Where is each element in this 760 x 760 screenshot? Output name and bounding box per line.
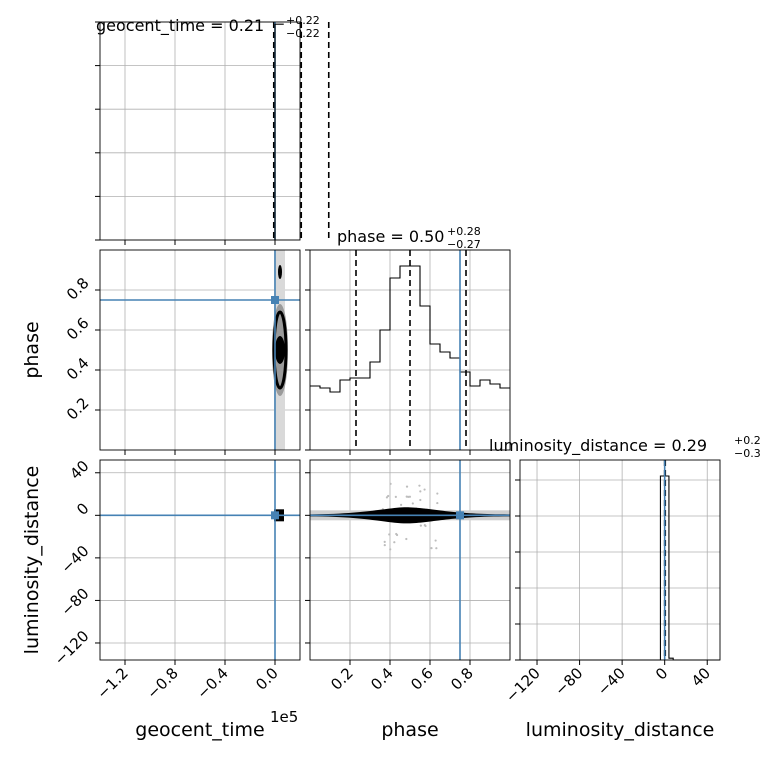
panel-geocent-time-vs-phase-truth-marker [271,296,279,304]
panel-geocent-time-vs-luminosity-distance: −1.2 −0.8 −0.4 0.0 −120 −80 −40 0 40 [51,457,301,703]
panel-luminosity-distance-hist: −120 −80 −40 0 40 [502,459,721,706]
xlabel-phase: phase [381,719,438,741]
panel-geocent-time-hist [95,21,330,245]
panel-phase-vs-luminosity-distance-sample-point-23 [407,495,410,498]
panel-phase-vs-luminosity-distance: 0.2 0.4 0.6 0.8 [305,459,511,694]
title-phase-text: phase = 0.50 [337,227,444,246]
panel-geocent-time-vs-luminosity-distance-xticklabel-3: 0.0 [252,664,282,694]
panel-phase-hist-histogram [310,265,510,393]
panel-phase-vs-luminosity-distance-sample-point-16 [389,548,392,551]
panel-phase-vs-luminosity-distance-sample-point-37 [430,547,433,550]
panel-geocent-time-vs-phase-yticklabel-3: 0.8 [63,274,93,304]
panel-phase-vs-luminosity-distance-sample-point-27 [405,485,409,488]
panel-phase-vs-luminosity-distance-sample-point-11 [435,547,438,550]
panel-geocent-time-vs-luminosity-distance-yticklabel-4: 40 [66,457,92,483]
panel-geocent-time-vs-phase-yticklabel-0: 0.2 [63,394,93,424]
title-geocent-time-plus: +0.22 [286,14,320,27]
panel-geocent-time-vs-luminosity-distance-xticklabel-1: −0.8 [143,664,181,702]
panel-geocent-time-hist-histogram [274,23,284,241]
title-luminosity-distance-plus: +0.27 [734,434,760,447]
panel-phase-vs-luminosity-distance-sample-point-30 [436,501,439,505]
panel-geocent-time-vs-luminosity-distance-xticklabel-2: −0.4 [193,664,231,702]
title-luminosity-distance-minus: −0.32 [734,447,760,460]
panel-phase-vs-luminosity-distance-sample-point-13 [436,492,439,495]
panel-phase-vs-luminosity-distance-sample-point-8 [419,490,422,493]
title-luminosity-distance-text: luminosity_distance = 0.29 [489,436,707,456]
panel-geocent-time-vs-luminosity-distance-xticklabel-0: −1.2 [93,664,131,702]
panel-luminosity-distance-hist-xticklabel-0: −120 [502,664,544,706]
panel-luminosity-distance-hist-frame [519,459,721,661]
panel-phase-vs-luminosity-distance-sample-point-6 [418,484,421,487]
panel-geocent-time-vs-phase-contour-mid [272,310,288,390]
panel-phase-vs-luminosity-distance-sample-point-10 [389,482,392,485]
panel-phase-vs-luminosity-distance-truth-marker [456,511,464,520]
panel-phase-vs-luminosity-distance-sample-point-26 [387,494,390,498]
panel-phase-vs-luminosity-distance-frame [309,459,511,661]
panel-phase-vs-luminosity-distance-sample-point-32 [405,537,408,541]
panel-phase-vs-luminosity-distance-sample-point-21 [383,544,386,547]
panel-geocent-time-vs-luminosity-distance-truth-marker [271,511,279,520]
panel-phase-vs-luminosity-distance-sample-point-18 [411,502,414,505]
panel-phase-vs-luminosity-distance-sample-point-19 [388,533,391,536]
panel-geocent-time-vs-phase-yticklabel-2: 0.6 [63,314,93,344]
panel-phase-vs-luminosity-distance-sample-point-7 [408,495,412,498]
panel-geocent-time-vs-phase-frame [99,249,301,451]
ylabel-phase: phase [21,321,43,378]
panel-phase-vs-luminosity-distance-xticklabel-1: 0.4 [367,664,397,694]
title-geocent-time: geocent_time = 0.21 +0.22 −0.22 [96,14,320,40]
panel-phase-vs-luminosity-distance-xticklabel-3: 0.8 [447,664,477,694]
panel-luminosity-distance-hist-xticklabel-4: 40 [688,664,714,690]
panel-phase-vs-luminosity-distance-sample-point-20 [400,503,403,506]
panel-phase-vs-luminosity-distance-xticklabel-2: 0.6 [407,664,437,694]
panel-geocent-time-vs-luminosity-distance-yticklabel-0: −120 [51,627,93,669]
panel-geocent-time-hist-frame [99,21,301,241]
panel-phase-hist [305,249,511,455]
panel-phase-vs-luminosity-distance-sample-point-29 [419,524,422,527]
panel-geocent-time-vs-phase-yticklabel-1: 0.4 [63,354,93,384]
panel-phase-vs-luminosity-distance-xticklabel-0: 0.2 [327,664,357,694]
plot-layer: 0.20.40.60.8−1.2 −0.8 −0.4 0.0−120−80−40040… [51,21,721,706]
panel-luminosity-distance-hist-histogram [520,475,720,661]
panel-geocent-time-vs-phase-contour-top [278,265,282,279]
ylabel-luminosity-distance: luminosity_distance [21,466,43,655]
panel-geocent-time-vs-luminosity-distance-frame [99,459,301,661]
xlabel-luminosity-distance: luminosity_distance [526,719,715,741]
title-phase: phase = 0.50 +0.28 −0.27 [337,225,481,251]
panel-luminosity-distance-hist-xticklabel-2: −40 [594,664,629,699]
panel-luminosity-distance-hist-xticklabel-1: −80 [551,664,586,699]
panel-phase-vs-luminosity-distance-sample-point-35 [423,488,426,491]
panel-geocent-time-vs-luminosity-distance-yticklabel-3: 0 [73,499,92,518]
title-phase-plus: +0.28 [447,225,481,238]
panel-phase-vs-luminosity-distance-sample-point-36 [395,532,398,536]
title-phase-minus: −0.27 [447,238,481,251]
panel-phase-vs-luminosity-distance-sample-point-39 [423,524,426,527]
panel-phase-vs-luminosity-distance-sample-point-22 [393,541,396,544]
panel-phase-vs-luminosity-distance-sample-point-3 [383,540,386,543]
panel-geocent-time-vs-phase: 0.2 0.4 0.6 0.8 [63,249,301,455]
panel-geocent-time-vs-luminosity-distance-yticklabel-2: −40 [57,542,92,577]
panel-geocent-time-vs-luminosity-distance-yticklabel-1: −80 [57,584,92,619]
panel-phase-vs-luminosity-distance-sample-point-34 [394,495,397,498]
xlabel-geocent-time: geocent_time [135,719,264,741]
panel-phase-vs-luminosity-distance-sample-point-38 [434,539,437,542]
title-geocent-time-minus: −0.22 [286,27,320,40]
panel-geocent-time-vs-phase-contour-core [275,336,285,364]
panel-luminosity-distance-hist-xticklabel-3: 0 [652,664,671,683]
panel-phase-vs-luminosity-distance-sample-point-15 [419,498,422,502]
panel-phase-hist-frame [309,249,511,451]
title-geocent-time-text: geocent_time = 0.21 [96,16,264,36]
title-luminosity-distance: luminosity_distance = 0.29 +0.27 −0.32 [489,434,760,460]
offset-text-geocent-time: 1e5 [270,708,298,726]
